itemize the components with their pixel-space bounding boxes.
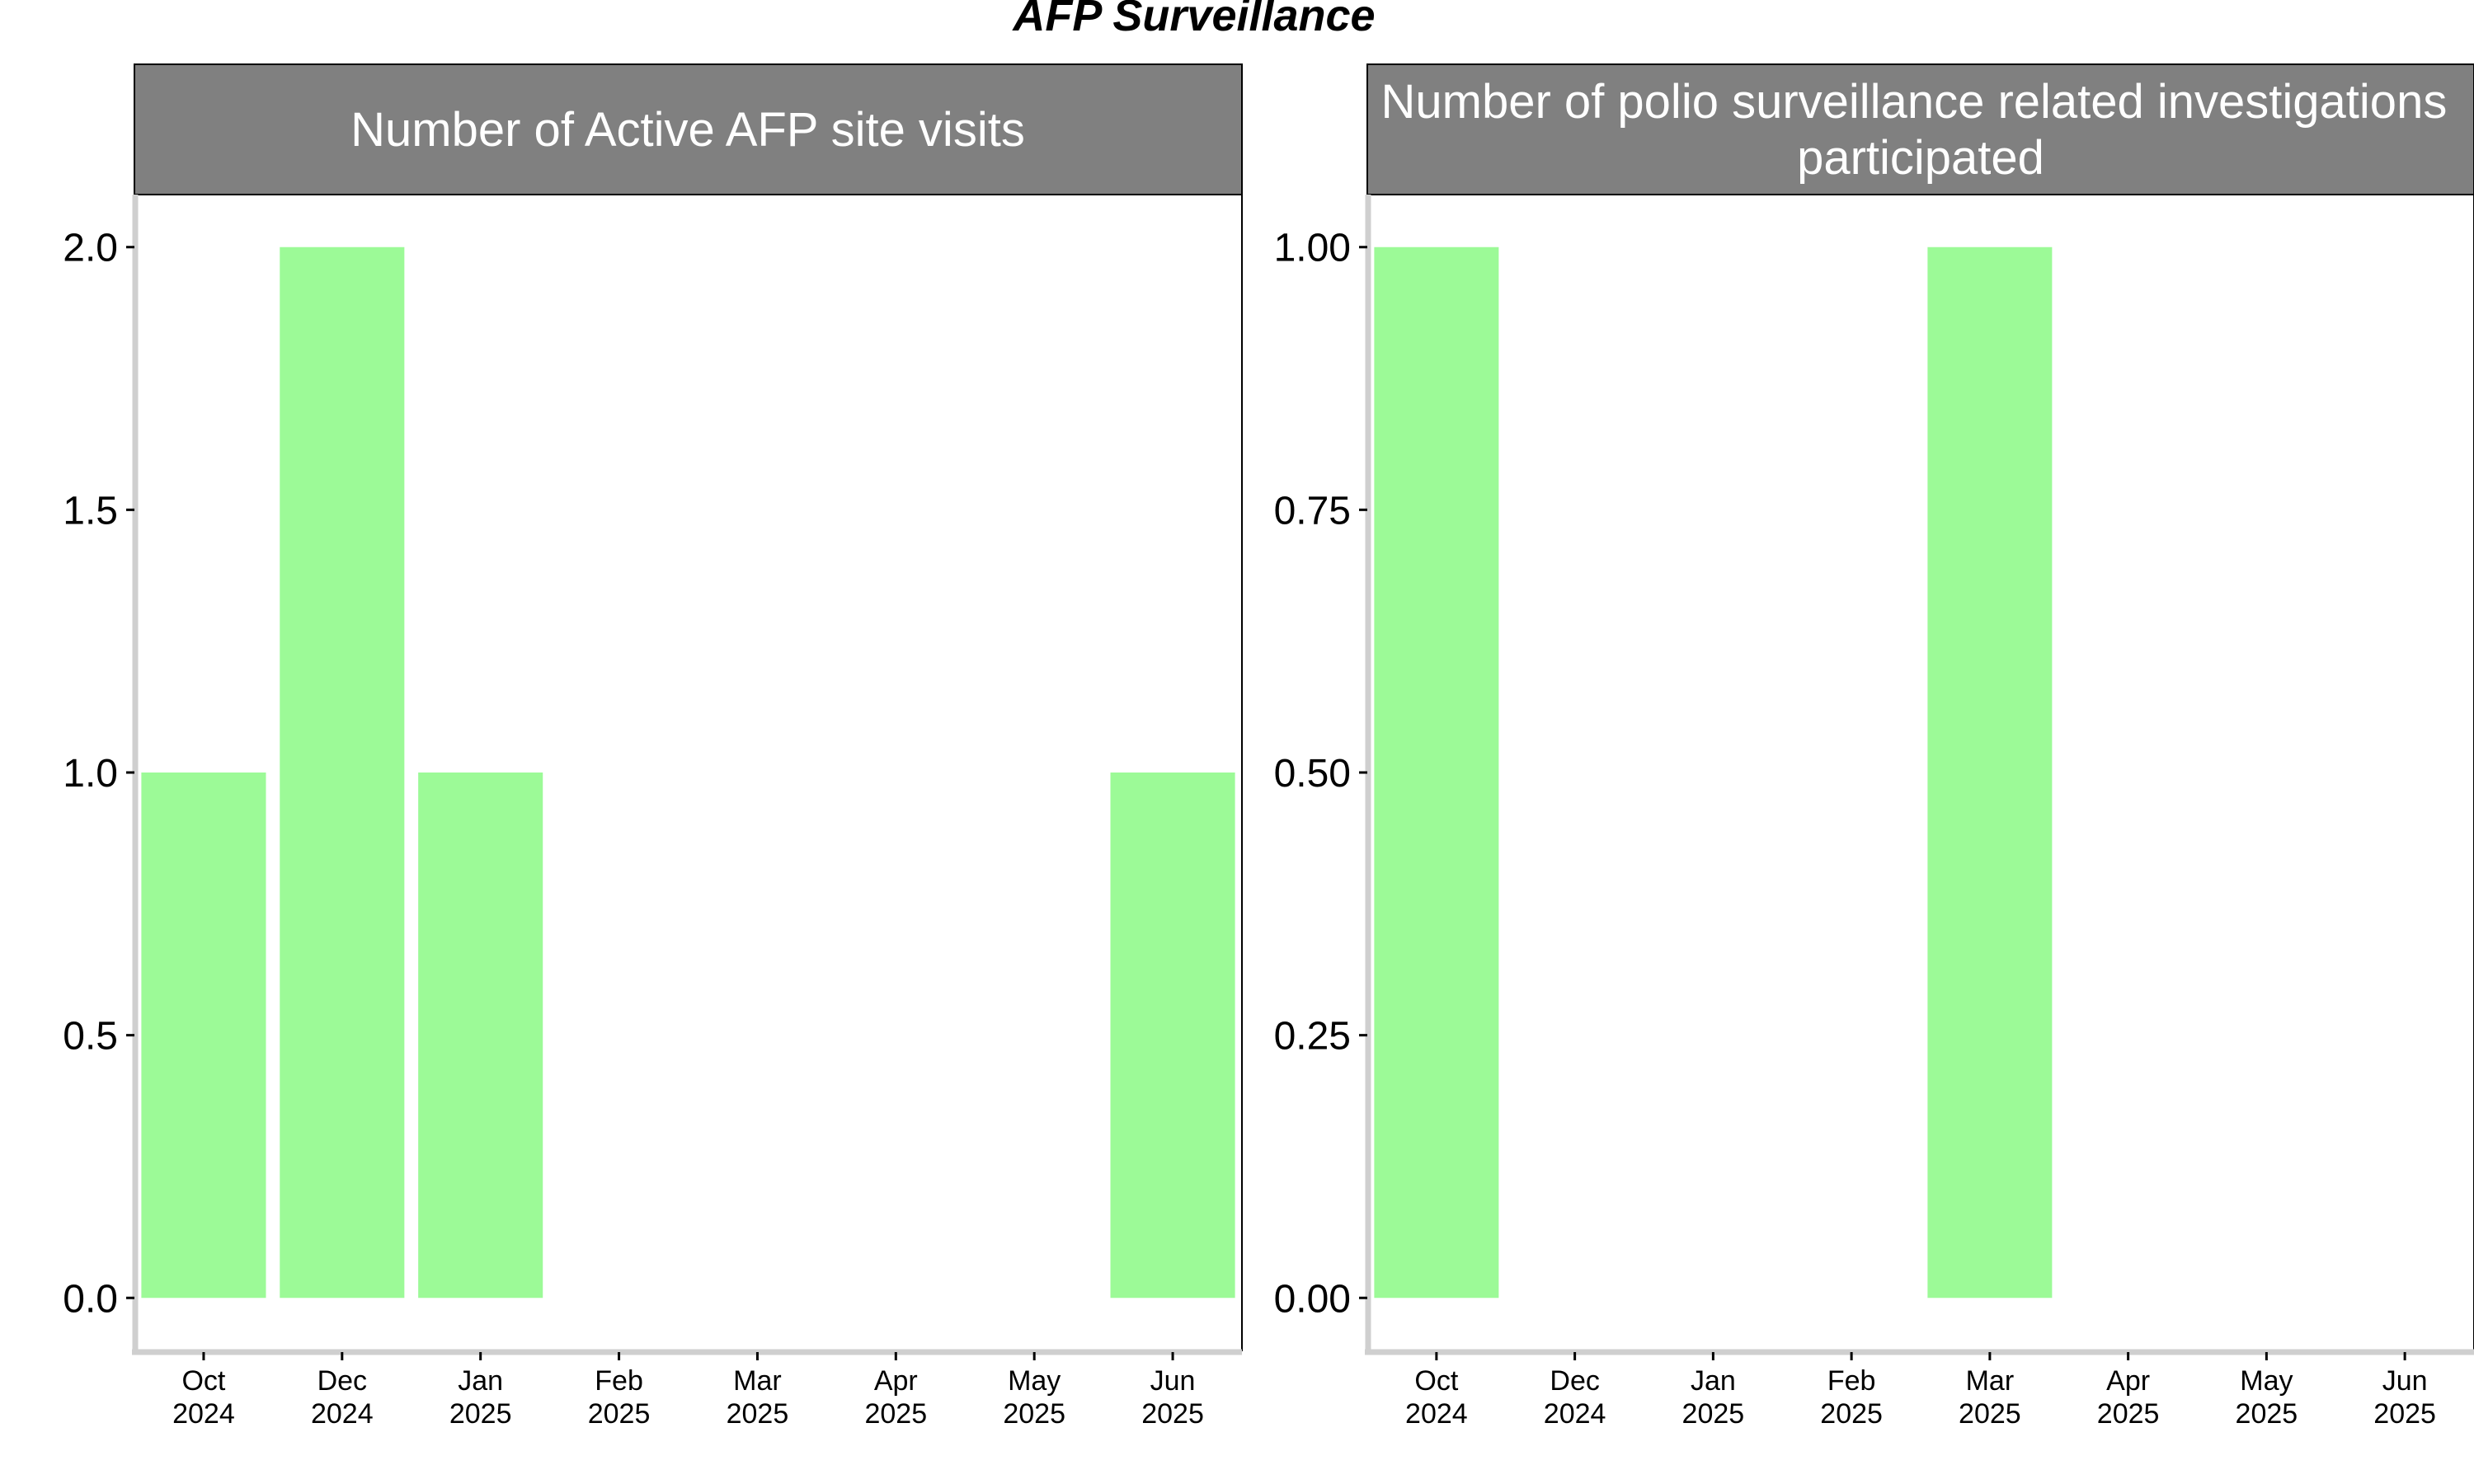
x-tick-label: Jun 2025 — [2373, 1365, 2436, 1430]
panel-polio-investigations: Number of polio surveillance related inv… — [1274, 63, 2474, 1430]
y-tick-label: 1.00 — [1274, 227, 1351, 270]
y-tick-label: 0.25 — [1274, 1015, 1351, 1059]
x-tick-label: Feb 2025 — [588, 1365, 651, 1430]
x-tick-label: Jan 2025 — [449, 1365, 512, 1430]
x-tick-label: Mar 2025 — [1959, 1365, 2021, 1430]
x-axis-ticks: Oct 2024 Dec 2024 Jan 2025 Feb 2025 Mar 2025 Apr 20… — [172, 1352, 1204, 1430]
y-tick-label: 1.5 — [63, 489, 118, 533]
x-tick-label: Oct 2024 — [1405, 1365, 1468, 1430]
bar — [141, 773, 266, 1298]
strip-title: Number of polio surveillance related inv… — [1381, 75, 2461, 185]
y-tick-label: 0.00 — [1274, 1277, 1351, 1321]
y-tick-label: 0.0 — [63, 1277, 118, 1321]
y-tick-label: 0.50 — [1274, 752, 1351, 796]
strip-title-line: participated — [1797, 131, 2044, 185]
x-tick-label: Dec 2024 — [1544, 1365, 1606, 1430]
strip-title-line: Number of polio surveillance related inv… — [1381, 75, 2448, 129]
plot-panel — [1366, 194, 2474, 1351]
y-tick-label: 1.0 — [63, 752, 118, 796]
x-tick-label: May 2025 — [2236, 1365, 2298, 1430]
bar — [418, 773, 543, 1298]
bar-group — [1374, 247, 2053, 1298]
chart-title: AFP Surveillance — [1011, 0, 1375, 40]
bar — [280, 247, 405, 1298]
y-tick-label: 0.5 — [63, 1015, 118, 1059]
x-tick-label: Feb 2025 — [1820, 1365, 1883, 1430]
x-tick-label: May 2025 — [1003, 1365, 1065, 1430]
bar — [1374, 247, 1499, 1298]
y-axis-ticks: 0.00 0.25 0.50 0.75 1.00 — [1274, 227, 1367, 1321]
y-tick-label: 2.0 — [63, 227, 118, 270]
x-tick-label: Apr 2025 — [2097, 1365, 2160, 1430]
x-tick-label: Jan 2025 — [1682, 1365, 1745, 1430]
x-tick-label: Apr 2025 — [864, 1365, 927, 1430]
bar — [1927, 247, 2053, 1298]
strip-header — [1366, 63, 2474, 195]
y-tick-label: 0.75 — [1274, 489, 1351, 533]
strip-title-line: Number of Active AFP site visits — [350, 103, 1025, 157]
y-axis-ticks: 0.0 0.5 1.0 1.5 2.0 — [63, 227, 134, 1321]
x-tick-label: Jun 2025 — [1141, 1365, 1204, 1430]
strip-title: Number of Active AFP site visits — [350, 103, 1025, 157]
x-tick-label: Mar 2025 — [727, 1365, 789, 1430]
bar — [1110, 773, 1235, 1298]
strip-header — [134, 63, 1243, 195]
x-axis-ticks: Oct 2024 Dec 2024 Jan 2025 Feb 2025 Mar 2025 Apr 20… — [1405, 1352, 2436, 1430]
x-tick-label: Dec 2024 — [311, 1365, 374, 1430]
x-tick-label: Oct 2024 — [172, 1365, 235, 1430]
panel-active-afp-site-visits: Number of Active AFP site visits 0.0 0.5 1… — [63, 63, 1243, 1430]
bar-group — [141, 247, 1235, 1298]
